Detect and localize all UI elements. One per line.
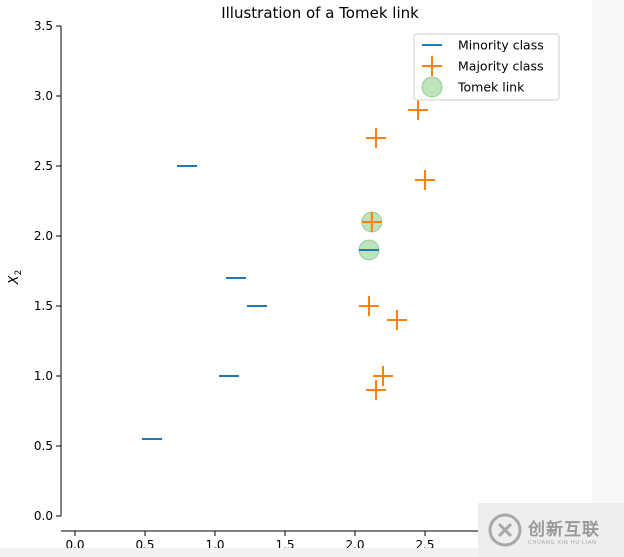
legend: Minority class Majority class Tomek link: [413, 33, 560, 101]
bottom-margin-band: [0, 548, 624, 557]
y-tick-label: 0.5: [34, 439, 53, 453]
axes: 0.00.51.01.52.02.53.03.50.0 0.5 1.0 1.5 2.0 2…: [7, 19, 481, 552]
y-axis-label: X2: [7, 270, 24, 286]
majority-class-point: [366, 128, 386, 148]
legend-box: [413, 33, 560, 101]
chart-title: Illustration of a Tomek link: [221, 4, 419, 22]
legend-majority-class-label: Majority class: [458, 59, 543, 74]
watermark-subtext: CHUANG XIN HU LIAN: [528, 539, 597, 546]
y-tick-label: 2.0: [34, 229, 53, 243]
watermark-text: 创新互联: [528, 519, 600, 540]
right-margin-band: [592, 0, 624, 557]
legend-tomek-link-label: Tomek link: [457, 80, 525, 95]
legend-majority-class-marker: [422, 56, 442, 76]
majority-class-point: [359, 296, 379, 316]
majority-class-point: [387, 310, 407, 330]
majority-class-point: [361, 212, 382, 232]
y-tick-label: 2.5: [34, 159, 53, 173]
majority-class-point: [415, 170, 435, 190]
majority-class-point: [366, 380, 386, 400]
y-tick-label: 0.0: [34, 509, 53, 523]
majority-class-point: [408, 100, 428, 120]
y-tick-label: 1.0: [34, 369, 53, 383]
majority-class-point: [373, 366, 393, 386]
watermark: 创新互联 CHUANG XIN HU LIAN: [478, 503, 624, 557]
y-tick-label: 3.5: [34, 19, 53, 33]
y-tick-label: 3.0: [34, 89, 53, 103]
legend-minority-class-label: Minority class: [458, 38, 544, 53]
y-tick-label: 1.5: [34, 299, 53, 313]
data-marks: [142, 100, 435, 440]
watermark-logo-icon: [488, 513, 522, 547]
legend-tomek-link-marker: [421, 76, 443, 98]
